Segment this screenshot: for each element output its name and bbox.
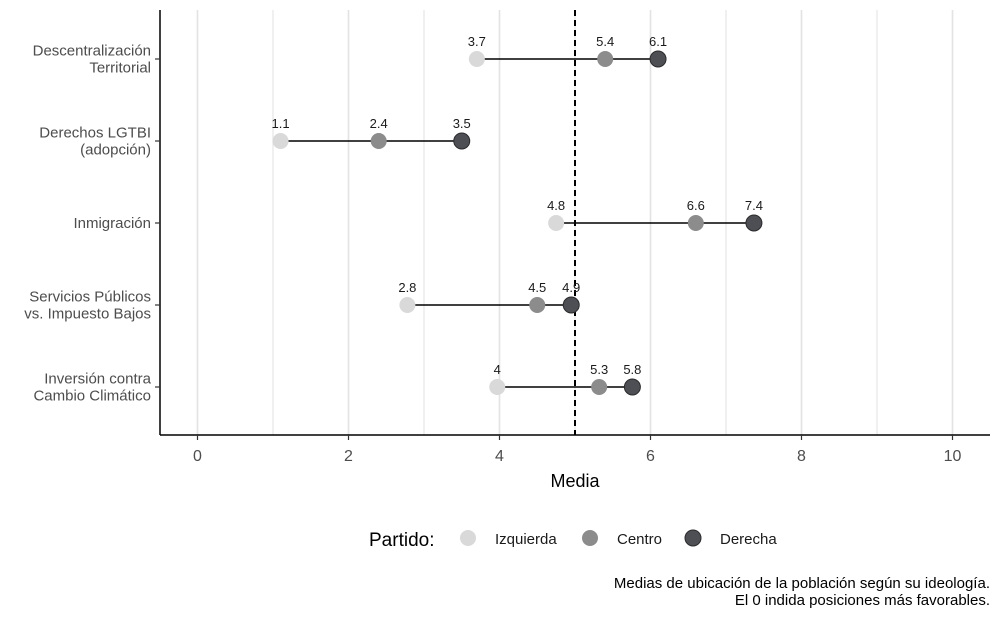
caption: Medias de ubicación de la población segú… bbox=[614, 575, 990, 609]
data-label: 5.8 bbox=[623, 362, 641, 377]
data-label: 3.5 bbox=[453, 116, 471, 131]
y-category-label: Servicios Públicos vs. Impuesto Bajos bbox=[24, 289, 151, 323]
data-point bbox=[649, 50, 667, 68]
data-label: 6.1 bbox=[649, 34, 667, 49]
legend: Partido: Izquierda Centro Derecha bbox=[369, 529, 777, 551]
chart-labels: Descentralización Territorial 3.7 5.4 6.1 Der… bbox=[24, 34, 763, 405]
legend-label: Centro bbox=[617, 531, 662, 548]
axes: 0 2 4 6 8 10 bbox=[155, 10, 990, 465]
legend-label: Derecha bbox=[720, 531, 777, 548]
data-label: 2.8 bbox=[398, 280, 416, 295]
data-point bbox=[597, 51, 614, 67]
data-point bbox=[370, 133, 387, 149]
x-tick-label: 2 bbox=[344, 448, 353, 465]
legend-swatch bbox=[582, 530, 598, 546]
chart-marks bbox=[272, 10, 763, 435]
data-label: 4 bbox=[494, 362, 501, 377]
data-point bbox=[489, 379, 506, 395]
x-tick-label: 8 bbox=[797, 448, 806, 465]
y-category-label: Derechos LGTBI (adopción) bbox=[39, 125, 151, 159]
data-label: 2.4 bbox=[370, 116, 388, 131]
data-label: 5.4 bbox=[596, 34, 614, 49]
caption-line: Medias de ubicación de la población segú… bbox=[614, 575, 990, 592]
x-tick-label: 10 bbox=[944, 448, 962, 465]
data-point bbox=[591, 379, 608, 395]
x-tick-label: 6 bbox=[646, 448, 655, 465]
data-label: 7.4 bbox=[745, 198, 763, 213]
data-point bbox=[745, 214, 763, 232]
data-label: 4.9 bbox=[562, 280, 580, 295]
data-label: 3.7 bbox=[468, 34, 486, 49]
data-point bbox=[623, 378, 641, 396]
y-category-label: Inversión contra Cambio Climático bbox=[33, 371, 151, 405]
data-point bbox=[548, 215, 565, 231]
x-tick-label: 0 bbox=[193, 448, 202, 465]
data-point bbox=[453, 132, 471, 150]
data-label: 4.5 bbox=[528, 280, 546, 295]
data-point bbox=[272, 133, 289, 149]
data-label: 1.1 bbox=[272, 116, 290, 131]
x-axis-title: Media bbox=[550, 471, 600, 491]
data-point bbox=[468, 51, 485, 67]
legend-label: Izquierda bbox=[495, 531, 557, 548]
data-label: 5.3 bbox=[590, 362, 608, 377]
y-category-label: Inmigración bbox=[73, 215, 151, 232]
data-point bbox=[529, 297, 546, 313]
data-point bbox=[399, 297, 416, 313]
data-point bbox=[562, 296, 580, 314]
y-category-label: Descentralización Territorial bbox=[33, 43, 151, 77]
data-point bbox=[687, 215, 704, 231]
x-tick-label: 4 bbox=[495, 448, 504, 465]
legend-title: Partido: bbox=[369, 530, 434, 551]
data-label: 4.8 bbox=[547, 198, 565, 213]
data-label: 6.6 bbox=[687, 198, 705, 213]
legend-swatch bbox=[460, 530, 476, 546]
caption-line: El 0 indida posiciones más favorables. bbox=[735, 592, 990, 609]
legend-swatch bbox=[684, 529, 702, 547]
